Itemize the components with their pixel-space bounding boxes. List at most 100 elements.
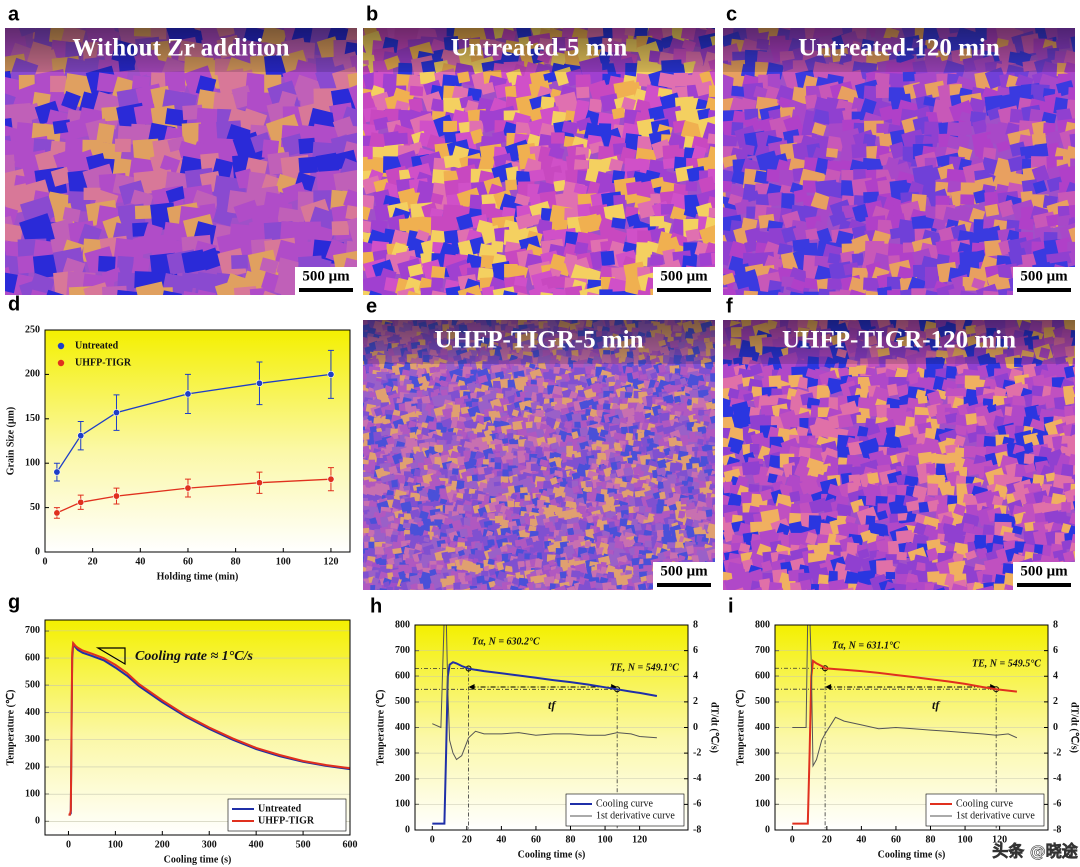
grain <box>422 390 429 396</box>
grain <box>887 320 904 321</box>
grain <box>355 559 363 566</box>
grain <box>655 424 665 433</box>
grain <box>560 559 568 568</box>
grain <box>535 446 543 454</box>
grain <box>889 141 907 159</box>
grain <box>483 9 496 20</box>
grain <box>592 515 600 522</box>
grain <box>649 254 664 267</box>
grain <box>345 205 357 222</box>
grain <box>577 203 593 219</box>
panel-letter: a <box>8 3 20 25</box>
grain <box>707 311 715 319</box>
grain <box>638 180 656 199</box>
grain <box>1017 13 1031 26</box>
title-band <box>5 28 357 72</box>
grain <box>571 485 580 494</box>
grain <box>703 420 710 427</box>
grain <box>378 289 398 295</box>
grain <box>540 466 547 472</box>
grain <box>511 409 520 417</box>
grain <box>473 312 480 319</box>
grain <box>527 214 543 226</box>
grain <box>680 402 689 412</box>
grain <box>637 200 657 219</box>
grain <box>445 584 455 590</box>
grain <box>875 84 891 99</box>
grain <box>369 425 378 434</box>
grain <box>385 591 393 600</box>
grain <box>369 392 376 398</box>
grain <box>5 240 23 260</box>
grain <box>966 309 975 317</box>
grain <box>688 502 696 509</box>
grain <box>607 571 615 579</box>
grain <box>131 256 151 276</box>
grain <box>454 589 463 590</box>
grain <box>391 432 399 440</box>
grain <box>690 456 698 463</box>
grain <box>431 265 446 279</box>
grain <box>50 75 66 93</box>
grain <box>431 492 441 502</box>
grain <box>697 493 706 503</box>
grain <box>611 217 626 230</box>
grain <box>537 592 544 600</box>
grain <box>565 451 573 458</box>
grain <box>554 495 564 504</box>
grain <box>614 588 625 590</box>
grain <box>631 371 640 380</box>
grain <box>246 92 274 113</box>
grain <box>291 10 312 28</box>
grain <box>559 481 567 487</box>
grain <box>996 140 1011 153</box>
grain <box>464 541 472 546</box>
grain <box>457 456 466 466</box>
grain <box>1034 143 1049 158</box>
grain <box>697 551 708 562</box>
grain <box>363 194 375 210</box>
grain <box>781 193 795 210</box>
grain <box>250 204 269 223</box>
grain <box>488 593 496 601</box>
grain <box>566 28 585 29</box>
grain <box>818 9 836 27</box>
grain <box>709 414 715 424</box>
grain <box>688 590 698 600</box>
grain <box>96 123 115 144</box>
grain <box>608 492 616 499</box>
grain <box>723 272 736 286</box>
grain <box>535 540 544 549</box>
grain <box>1069 132 1075 151</box>
grain <box>444 7 466 26</box>
grain <box>1046 214 1061 227</box>
grain <box>655 386 662 394</box>
grain <box>975 283 1001 295</box>
grain <box>804 277 819 290</box>
grain <box>956 134 970 149</box>
grain <box>662 157 678 170</box>
grain <box>936 284 957 295</box>
grain <box>535 583 542 588</box>
grain <box>407 263 424 277</box>
grain <box>925 205 938 221</box>
grain <box>573 183 588 195</box>
grain <box>0 91 3 112</box>
grain <box>529 320 541 322</box>
grain <box>114 289 141 295</box>
grain <box>597 452 607 461</box>
grain <box>551 132 565 144</box>
grain <box>435 312 443 319</box>
grain <box>877 286 894 295</box>
grain <box>1070 158 1075 171</box>
grain <box>609 473 617 479</box>
grain <box>575 74 591 88</box>
grain <box>887 289 901 295</box>
grain <box>538 362 548 371</box>
grain <box>415 589 427 590</box>
grain <box>693 415 700 420</box>
grain <box>613 442 622 452</box>
grain <box>410 535 421 543</box>
